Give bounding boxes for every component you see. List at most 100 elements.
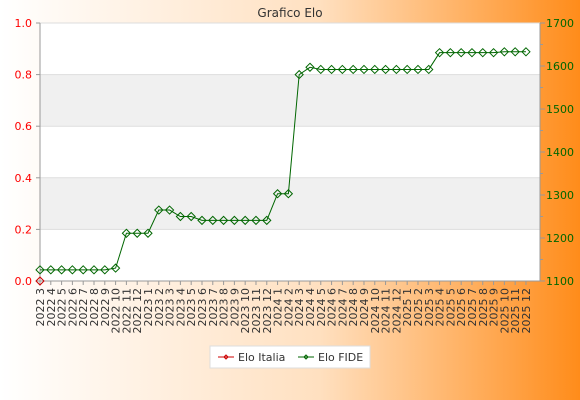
- legend-marker: [223, 354, 229, 360]
- data-point: [521, 47, 531, 57]
- data-point: [164, 205, 175, 215]
- x-tick-label: 2025 12: [520, 288, 533, 334]
- data-point: [229, 215, 240, 226]
- data-point: [478, 47, 488, 58]
- left-tick-label: 0.6: [15, 120, 33, 133]
- right-tick-label: 1200: [546, 232, 574, 245]
- x-tick-label: 2023 7: [207, 288, 220, 327]
- chart-title: Grafico Elo: [257, 6, 322, 20]
- legend-label: Elo FIDE: [318, 351, 363, 364]
- left-tick-label: 1.0: [15, 17, 33, 30]
- data-point: [348, 64, 358, 75]
- axes: 0.0 0.2 0.4 0.6 0.8 1.0 1100 1200 1300 1400 1500 16…: [15, 17, 575, 334]
- x-tick-label: 2023 11: [250, 288, 263, 334]
- legend: Elo Italia Elo FIDE: [209, 345, 371, 369]
- data-point: [370, 64, 380, 75]
- data-point: [175, 211, 186, 222]
- plot-background: [40, 23, 540, 281]
- x-tick-label: 2022 8: [88, 288, 101, 327]
- data-point: [262, 215, 272, 226]
- grid-band: [40, 74, 540, 127]
- data-point: [186, 211, 196, 222]
- data-point: [143, 228, 153, 238]
- data-point: [434, 47, 445, 58]
- data-point: [316, 64, 326, 75]
- data-point: [359, 64, 369, 75]
- data-point: [67, 265, 78, 275]
- data-point: [283, 189, 294, 199]
- left-tick-label: 0.2: [15, 223, 33, 236]
- left-tick-label: 0.4: [15, 172, 33, 185]
- data-point: [337, 64, 348, 75]
- x-tick-label: 2022 5: [56, 288, 69, 327]
- data-point: [78, 265, 88, 275]
- x-tick-label: 2025 6: [455, 288, 468, 327]
- right-tick-label: 1300: [546, 189, 574, 202]
- x-tick-label: 2024 9: [358, 288, 371, 327]
- x-tick-label: 2023 2: [153, 288, 166, 327]
- data-point: [272, 189, 283, 199]
- x-tick-label: 2025 3: [423, 288, 436, 327]
- data-point: [89, 265, 99, 275]
- x-tick-label: 2024 5: [315, 288, 328, 327]
- x-tick-label: 2022 10: [110, 288, 123, 334]
- x-tick-label: 2022 7: [77, 288, 90, 327]
- x-tick-label: 2023 8: [218, 288, 231, 327]
- x-tick-label: 2023 3: [164, 288, 177, 327]
- data-point: [251, 215, 261, 226]
- data-point: [121, 228, 132, 238]
- data-point: [424, 64, 434, 75]
- left-tick-label: 0.8: [15, 69, 33, 82]
- data-point: [35, 265, 45, 275]
- data-point: [100, 265, 110, 275]
- left-tick-label: 0.0: [15, 275, 33, 288]
- x-tick-label: 2024 11: [380, 288, 393, 334]
- data-point: [510, 47, 520, 57]
- data-point: [467, 47, 477, 58]
- data-point: [499, 47, 510, 57]
- x-tick-label: 2024 10: [369, 288, 382, 334]
- data-point: [35, 276, 45, 286]
- data-point: [154, 205, 164, 215]
- data-point: [380, 64, 391, 75]
- right-tick-label: 1600: [546, 60, 574, 73]
- x-tick-label: 2023 9: [228, 288, 241, 327]
- x-tick-label: 2025 4: [434, 288, 447, 327]
- x-tick-label: 2023 10: [239, 288, 252, 334]
- x-tick-label: 2025 9: [488, 288, 501, 327]
- x-tick-label: 2024 7: [336, 288, 349, 327]
- x-tick-label: 2024 2: [282, 288, 295, 327]
- data-point: [110, 263, 121, 273]
- grid-band: [40, 177, 540, 230]
- data-point: [240, 215, 250, 226]
- x-tick-label: 2022 11: [120, 288, 133, 334]
- x-tick-label: 2023 12: [261, 288, 274, 334]
- x-tick-label: 2022 12: [131, 288, 144, 334]
- x-tick-label: 2024 3: [293, 288, 306, 327]
- data-point: [218, 215, 229, 226]
- x-tick-label: 2023 5: [185, 288, 198, 327]
- x-tick-label: 2024 4: [304, 288, 317, 327]
- x-tick-label: 2022 4: [45, 288, 58, 327]
- legend-label: Elo Italia: [238, 351, 285, 364]
- x-tick-label: 2025 2: [412, 288, 425, 327]
- x-tick-label: 2022 3: [34, 288, 47, 327]
- data-point: [488, 47, 499, 58]
- series-layer: [35, 47, 531, 286]
- plot-area: [40, 22, 540, 282]
- x-tick-label: 2024 12: [390, 288, 403, 334]
- x-tick-label: 2022 6: [66, 288, 79, 327]
- x-tick-label: 2025 5: [444, 288, 457, 327]
- data-point: [402, 64, 412, 75]
- x-tick-label: 2025 11: [509, 288, 522, 334]
- data-point: [294, 69, 304, 80]
- legend-marker: [303, 354, 309, 360]
- right-tick-label: 1100: [546, 275, 574, 288]
- data-point: [208, 215, 218, 226]
- data-point: [445, 47, 456, 58]
- x-tick-label: 2023 6: [196, 288, 209, 327]
- data-point: [132, 228, 142, 238]
- data-point: [305, 62, 315, 72]
- x-tick-label: 2025 7: [466, 288, 479, 327]
- right-tick-label: 1400: [546, 146, 574, 159]
